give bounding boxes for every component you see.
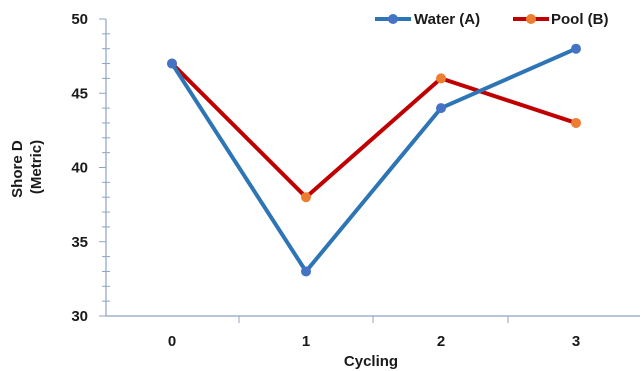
legend-label: Pool (B): [551, 11, 609, 28]
axes: 30 35 40 45 50 0 1 2 3: [71, 11, 640, 350]
y-tick-label: 40: [71, 160, 88, 177]
data-point: [301, 266, 311, 277]
y-tick-label: 45: [71, 85, 88, 102]
x-tick-label: 1: [302, 333, 310, 350]
series-layer: [167, 43, 581, 277]
legend-item-1: Pool (B): [513, 11, 609, 28]
y-axis-title-line-1: Shore D: [9, 140, 26, 198]
series-line: [170, 62, 577, 200]
y-tick-label: 50: [71, 11, 88, 28]
data-point: [571, 117, 581, 128]
data-point: [571, 43, 581, 54]
x-tick-label: 2: [437, 333, 445, 350]
series-1: [167, 58, 581, 203]
y-tick-label: 30: [71, 308, 88, 325]
legend-label: Water (A): [414, 11, 480, 28]
legend: Water (A) Pool (B): [375, 11, 609, 28]
y-tick-label: 35: [71, 234, 88, 251]
data-point: [436, 73, 446, 84]
data-point: [436, 103, 446, 114]
y-axis-title-line-2: (Metric): [28, 140, 45, 194]
legend-swatch-marker: [388, 14, 398, 24]
y-axis-title: Shore D (Metric): [9, 136, 45, 198]
x-tick-label: 3: [572, 333, 580, 350]
series-0: [167, 43, 581, 277]
data-point: [167, 58, 177, 69]
data-point: [301, 192, 311, 203]
legend-item-0: Water (A): [375, 11, 480, 28]
series-line: [170, 46, 577, 274]
x-axis-title: Cycling: [344, 353, 398, 370]
x-tick-label: 0: [168, 333, 176, 350]
legend-swatch-marker: [526, 14, 536, 24]
